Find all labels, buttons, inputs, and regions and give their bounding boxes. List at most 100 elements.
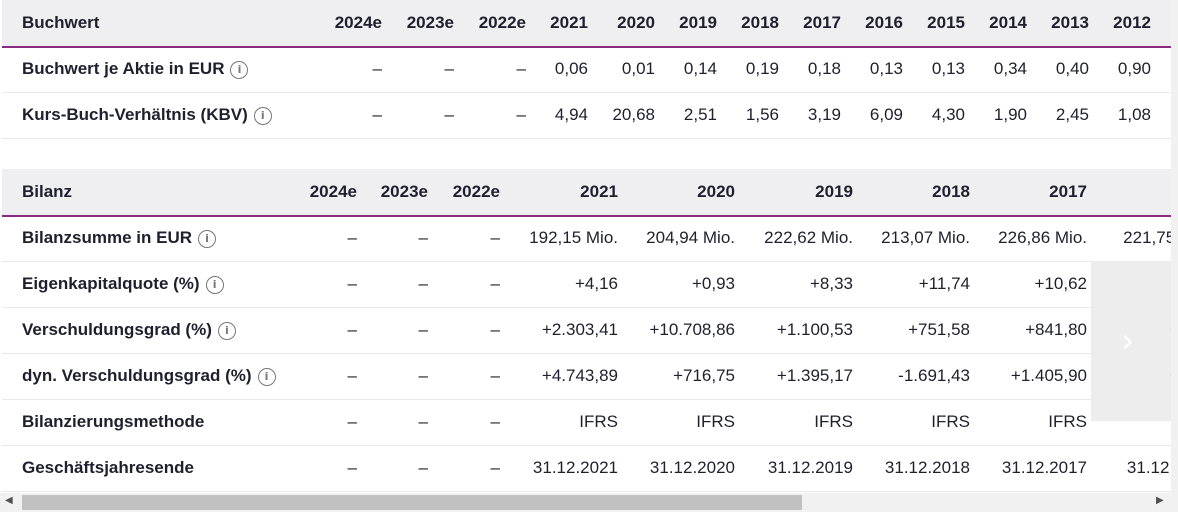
table-cell: – (347, 458, 357, 477)
table-cell: 20,68 (612, 105, 655, 124)
table-cell: 0,34 (993, 59, 1027, 78)
table-cell: IFRS (931, 412, 970, 431)
buchwert-header-row: Buchwert 2024e 2023e 2022e 2021 2020 2019 2018 2… (2, 0, 1171, 48)
table-cell: +0,93 (691, 274, 735, 293)
info-icon[interactable]: i (230, 61, 249, 79)
table-cell: – (490, 228, 500, 247)
table-cell: – (347, 366, 357, 385)
table-cell: 3,19 (807, 105, 841, 124)
table-cell: – (490, 320, 500, 339)
table-cell: – (347, 274, 357, 293)
table-cell: 222,62 Mio. (764, 228, 853, 247)
table-row: dyn. Verschuldungsgrad (%) i – – – +4.743,89 +… (2, 353, 1171, 400)
table-row: Geschäftsjahresende – – – 31.12.2021 31.12.20… (2, 445, 1171, 492)
scrollbar-thumb[interactable] (22, 495, 802, 510)
table-cell: – (490, 412, 500, 431)
table-cell: – (418, 274, 428, 293)
table-cell: – (444, 105, 454, 124)
table-cell: 1,90 (993, 105, 1027, 124)
column-header-year: 2012 (1113, 13, 1151, 32)
table-cell: 4,94 (554, 105, 588, 124)
table-row: Bilanzierungsmethode – – – IFRS IFRS IFRS IFRS I… (2, 399, 1171, 446)
column-header-year: 2023e (406, 13, 454, 32)
table-cell: – (418, 366, 428, 385)
column-header-year: 2021 (550, 13, 588, 32)
row-label-text: Buchwert je Aktie in EUR (22, 59, 225, 78)
info-icon[interactable]: i (198, 230, 217, 248)
table-cell: IFRS (1048, 412, 1087, 431)
table-cell: 0,90 (1117, 59, 1151, 78)
column-header-year: 2018 (932, 182, 970, 201)
table-cell: – (418, 458, 428, 477)
row-label: Geschäftsjahresende (22, 445, 194, 491)
table-cell: – (444, 59, 454, 78)
buchwert-table: Buchwert 2024e 2023e 2022e 2021 2020 2019 2018 2… (2, 0, 1171, 140)
row-label: dyn. Verschuldungsgrad (%) i (22, 353, 276, 399)
buchwert-title: Buchwert (22, 13, 100, 32)
vertical-scrollbar[interactable] (1171, 0, 1178, 512)
info-icon[interactable]: i (205, 276, 224, 294)
table-cell: 0,01 (621, 59, 655, 78)
table-cell: 192,15 Mio. (529, 228, 618, 247)
table-cell: +10.708,86 (649, 320, 735, 339)
row-label: Verschuldungsgrad (%) i (22, 307, 236, 353)
table-cell: – (372, 105, 382, 124)
table-cell: 0,14 (683, 59, 717, 78)
info-icon[interactable]: i (253, 107, 272, 125)
row-label-text: Geschäftsjahresende (22, 458, 194, 477)
table-cell: +4,16 (574, 274, 618, 293)
scroll-left-icon[interactable]: ◀ (5, 495, 13, 506)
row-label-text: Eigenkapitalquote (%) (22, 274, 200, 293)
column-header-year: 2022e (478, 13, 526, 32)
column-header-year: 2017 (1049, 182, 1087, 201)
row-label: Kurs-Buch-Verhältnis (KBV) i (22, 92, 272, 138)
column-header-year: 2021 (580, 182, 618, 201)
table-cell: IFRS (696, 412, 735, 431)
table-cell: 0,18 (807, 59, 841, 78)
table-cell: 31.12.2020 (649, 458, 735, 477)
row-label-text: Bilanzierungsmethode (22, 412, 205, 431)
table-cell: 226,86 Mio. (998, 228, 1087, 247)
row-label-text: Kurs-Buch-Verhältnis (KBV) (22, 105, 248, 124)
row-label-text: Verschuldungsgrad (%) (22, 320, 212, 339)
row-label-text: Bilanzsumme in EUR (22, 228, 193, 247)
table-cell: 1,56 (745, 105, 779, 124)
column-header-year: 2017 (803, 13, 841, 32)
column-header-year: 2023e (380, 182, 428, 201)
table-cell: – (490, 366, 500, 385)
table-cell: 2,45 (1055, 105, 1089, 124)
table-cell: IFRS (579, 412, 618, 431)
table-row: Eigenkapitalquote (%) i – – – +4,16 +0,93 +8,33… (2, 261, 1171, 308)
bilanz-header-row: Bilanz 2024e 2023e 2022e 2021 2020 2019 2018 201… (2, 169, 1171, 217)
bilanz-table: Bilanz 2024e 2023e 2022e 2021 2020 2019 2018 201… (2, 169, 1171, 493)
table-cell: +1.100,53 (776, 320, 853, 339)
scroll-next-overlay[interactable]: › (1091, 261, 1171, 421)
row-label: Eigenkapitalquote (%) i (22, 261, 224, 307)
table-cell: 0,19 (745, 59, 779, 78)
table-cell: 31.12.2017 (1001, 458, 1087, 477)
table-cell: IFRS (814, 412, 853, 431)
scroll-right-icon[interactable]: ▶ (1156, 495, 1164, 506)
bilanz-title: Bilanz (22, 182, 73, 201)
info-icon[interactable]: i (257, 368, 276, 386)
horizontal-scrollbar[interactable]: ◀ ▶ (0, 493, 1171, 512)
table-cell: 6,09 (869, 105, 903, 124)
column-header-year: 2024e (309, 182, 357, 201)
table-cell: +751,58 (908, 320, 970, 339)
info-icon[interactable]: i (217, 322, 236, 340)
table-row: Buchwert je Aktie in EUR i – – – 0,06 0,01 0,14… (2, 46, 1171, 93)
table-cell: – (490, 458, 500, 477)
table-cell: +11,74 (918, 274, 970, 293)
column-header-year: 2013 (1051, 13, 1089, 32)
row-label: Buchwert je Aktie in EUR i (22, 46, 249, 92)
table-cell: – (490, 274, 500, 293)
table-row: Verschuldungsgrad (%) i – – – +2.303,41 +10.70… (2, 307, 1171, 354)
chevron-right-icon[interactable]: › (1121, 321, 1135, 361)
column-header-year: 2018 (741, 13, 779, 32)
table-cell: 31.12.2021 (532, 458, 618, 477)
table-cell: +841,80 (1025, 320, 1087, 339)
table-cell: -1.691,43 (898, 366, 970, 385)
table-cell: 204,94 Mio. (646, 228, 735, 247)
table-cell: – (516, 59, 526, 78)
column-header-year: 2016 (865, 13, 903, 32)
